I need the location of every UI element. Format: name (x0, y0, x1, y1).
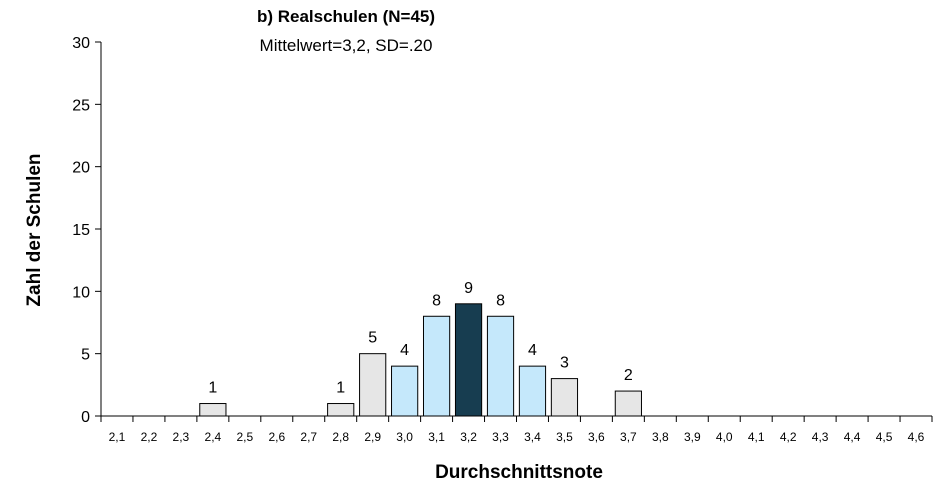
x-tick-label: 2,3 (173, 430, 190, 444)
data-label: 3 (560, 355, 569, 372)
bar-3-3 (486, 315, 515, 417)
x-axis-title: Durchschnittsnote (435, 462, 603, 483)
y-tick-label: 0 (81, 409, 90, 426)
bar-2-4 (199, 403, 227, 417)
bar-3-1 (422, 315, 451, 417)
y-tick-label: 20 (72, 160, 90, 177)
x-tick-label: 2,4 (205, 430, 222, 444)
x-tick-label: 3,0 (396, 430, 413, 444)
x-tick-label: 4,0 (716, 430, 733, 444)
data-label: 8 (496, 292, 505, 309)
y-tick-label: 10 (72, 284, 90, 301)
x-tick-label: 3,3 (492, 430, 509, 444)
y-axis-title: Zahl der Schulen (24, 153, 45, 306)
bar-3-4 (518, 365, 547, 417)
x-tick-label: 3,5 (556, 430, 573, 444)
y-tick-label: 30 (72, 35, 90, 52)
x-tick-label: 3,6 (588, 430, 605, 444)
chart-subtitle: Mittelwert=3,2, SD=.20 (260, 36, 433, 55)
bar-2-9 (359, 353, 387, 417)
bar-3-5 (550, 378, 579, 417)
bar-2-8 (327, 403, 355, 417)
x-tick-label: 3,1 (428, 430, 445, 444)
x-tick-label: 4,4 (844, 430, 861, 444)
data-label: 5 (368, 330, 377, 347)
y-tick-label: 15 (72, 222, 90, 239)
y-tick-label: 25 (72, 97, 90, 114)
x-tick-label: 2,5 (236, 430, 253, 444)
bar-3-0 (391, 365, 419, 417)
x-tick-label: 4,3 (812, 430, 829, 444)
x-tick-label: 2,1 (109, 430, 126, 444)
data-label: 9 (464, 280, 473, 297)
x-tick-label: 3,9 (684, 430, 701, 444)
x-tick-label: 4,5 (876, 430, 893, 444)
y-tick-label: 5 (81, 347, 90, 364)
bar-3-7 (614, 390, 642, 417)
chart-title: b) Realschulen (N=45) (257, 7, 435, 26)
x-tick-label: 2,9 (364, 430, 381, 444)
x-tick-label: 4,1 (748, 430, 765, 444)
bar-3-2 (454, 303, 483, 417)
x-tick-label: 3,2 (460, 430, 477, 444)
data-label: 8 (432, 292, 441, 309)
data-label: 1 (208, 380, 217, 397)
x-tick-label: 3,8 (652, 430, 669, 444)
x-tick-label: 2,7 (300, 430, 317, 444)
x-tick-label: 4,2 (780, 430, 797, 444)
x-tick-label: 2,6 (268, 430, 285, 444)
x-tick-label: 4,6 (908, 430, 925, 444)
data-label: 4 (400, 342, 409, 359)
x-tick-label: 2,2 (141, 430, 158, 444)
data-label: 1 (336, 380, 345, 397)
data-label: 4 (528, 342, 537, 359)
x-tick-label: 2,8 (332, 430, 349, 444)
data-label: 2 (624, 367, 633, 384)
x-tick-label: 3,7 (620, 430, 637, 444)
x-tick-label: 3,4 (524, 430, 541, 444)
